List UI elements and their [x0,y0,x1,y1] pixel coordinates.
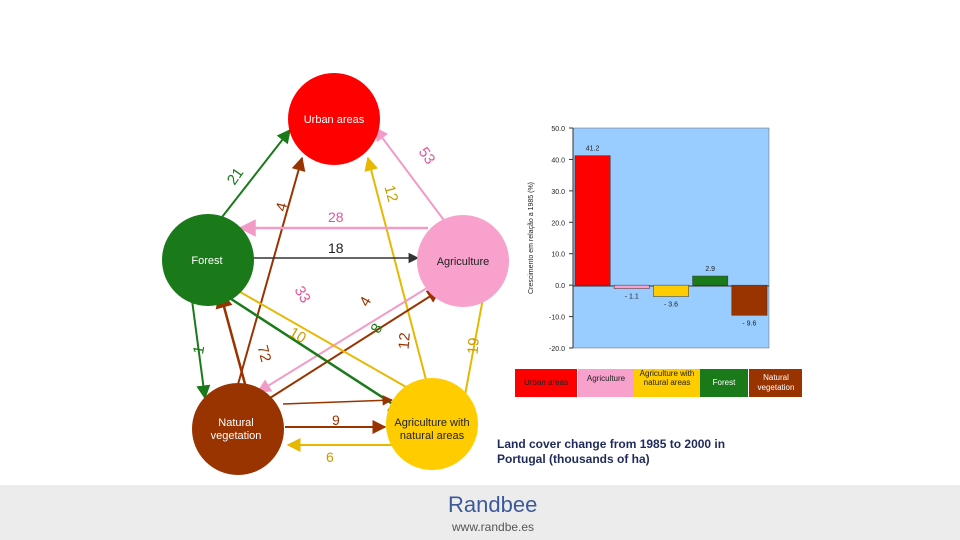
flow-label-1: 1 [190,344,208,355]
flow-label-53: 53 [415,144,438,167]
y-tick-labels: 50.0 40.0 30.0 20.0 10.0 0.0 -10.0 -20.0 [549,126,573,353]
y-tick-label: 40.0 [551,157,565,164]
flow-arrow-forest-to-agrinatural [224,293,407,414]
node-agriculture-label: Agriculture [437,256,490,268]
node-forest [162,214,254,306]
flow-label-9: 9 [332,412,340,428]
flow-label-72: 72 [254,343,275,364]
footer-band [0,485,960,540]
node-forest-label: Forest [191,255,222,267]
legend-label-forest: Forest [713,378,736,387]
node-urban-areas-label: Urban areas [304,114,365,126]
bar-value-label-2: - 3.6 [664,301,678,308]
flow-arrow-natural-to-agriculture [269,289,442,399]
flow-arrow-natural-to-agrinatural-12 [282,395,394,406]
flow-arrow-forest-to-natural [189,284,211,400]
bar-1 [613,284,650,289]
bar-0 [574,155,611,286]
y-tick-label: 0.0 [555,283,565,290]
bar-3 [692,275,729,286]
y-tick-label: 20.0 [551,220,565,227]
flow-label-4-natural-agri: 4 [356,294,375,310]
bar-value-label-0: 41.2 [586,146,600,153]
flow-arrow-agrinatural-to-urban [364,156,431,396]
legend-label-natural: Natural vegetation [758,373,795,392]
bars [574,155,768,316]
chart-caption: Land cover change from 1985 to 2000 in P… [497,437,726,466]
y-tick-label: -20.0 [549,346,565,353]
flow-label-18: 18 [328,240,344,256]
bar-4 [731,284,768,316]
legend-box-forest [700,369,748,397]
flow-label-19: 19 [464,337,482,355]
flow-arrow-agrinatural-to-forest [226,284,421,396]
legend-box-agriculture [578,369,634,397]
y-tick-label: -10.0 [549,315,565,322]
legend-box-agrinatural [634,369,700,397]
category-legend: Urban areas Agriculture Agriculture with… [515,369,802,397]
node-natural-vegetation-label: Natural vegetation [211,417,262,442]
flow-nodes: Urban areas Forest Agriculture Natural ve… [162,73,509,475]
y-tick-label: 50.0 [551,126,565,133]
bar-value-labels: 41.2 - 1.1 - 3.6 2.9 - 9.6 [586,146,757,328]
legend-box-natural [749,369,802,397]
flow-arrow-natural-to-forest [215,290,250,396]
flow-arrow-agriculture-to-urban [374,126,456,236]
node-natural-vegetation [192,383,284,475]
bar-2 [653,284,689,297]
flow-label-10: 10 [286,324,309,347]
node-agriculture-natural-areas [386,378,478,470]
y-tick-label: 10.0 [551,252,565,259]
flow-label-6: 6 [326,449,334,465]
brand-url[interactable]: www.randbe.es [452,520,535,534]
flow-label-12-natural-agrinatural: 12 [395,332,413,350]
bar-value-label-3: 2.9 [705,266,715,273]
flow-label-28: 28 [328,209,344,225]
node-agriculture-natural-areas-label: Agriculture with natural areas [394,417,469,442]
flow-arrow-natural-to-urban [234,156,306,396]
y-axis-title: Crescimento em relação a 1985 (%) [528,182,535,294]
node-urban-areas [288,73,380,165]
legend-label-agrinatural: Agriculture with natural areas [640,369,695,387]
flow-label-12-agrinatural-urban: 12 [381,183,402,204]
flow-label-33: 33 [291,283,314,306]
flow-arrow-agriculture-to-natural [256,279,441,393]
node-agriculture [417,215,509,307]
bar-value-label-1: - 1.1 [625,294,639,301]
bar-value-label-4: - 9.6 [742,320,756,327]
flow-label-21: 21 [224,165,247,188]
bar-chart: 50.0 40.0 30.0 20.0 10.0 0.0 -10.0 -20.0 41.2 - … [528,126,770,353]
legend-label-urban: Urban areas [524,378,568,387]
legend-box-urban [515,369,577,397]
legend-label-agriculture: Agriculture [587,374,626,383]
brand-name: Randbee [448,492,538,517]
y-tick-label: 30.0 [551,189,565,196]
